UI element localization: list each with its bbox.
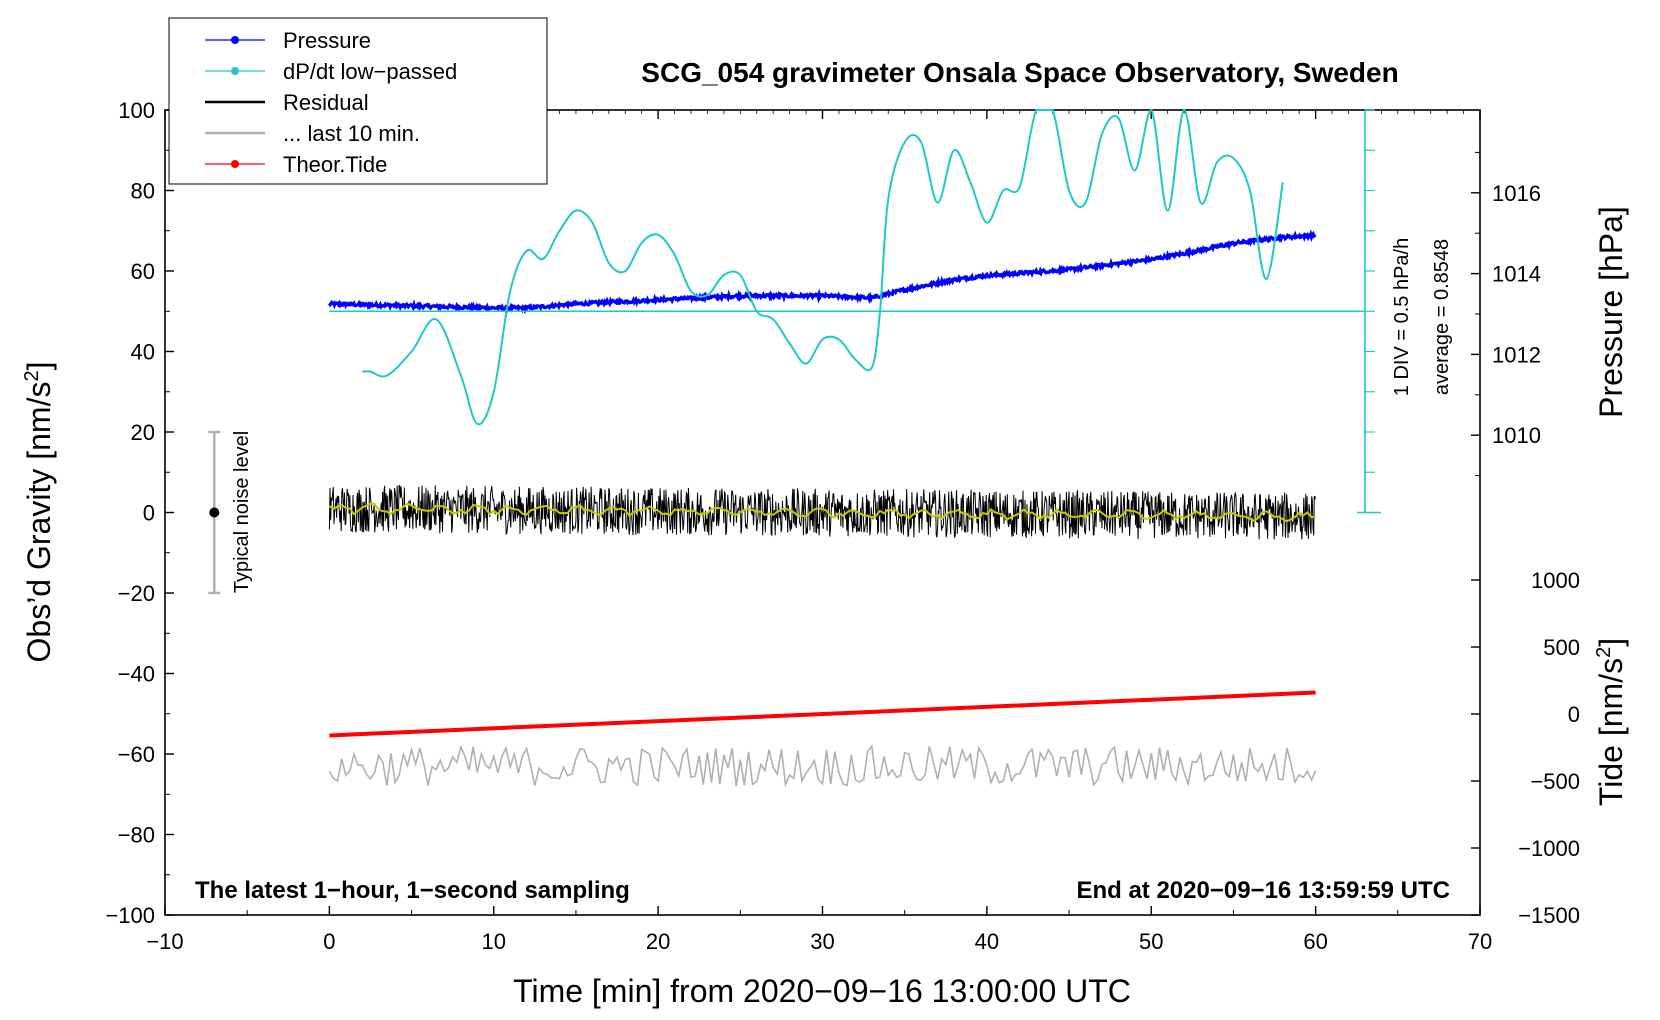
x-axis-ticks: −10 0 10 20 30 40 50 60 70: [146, 110, 1492, 954]
legend-label: Theor.Tide: [283, 152, 387, 177]
tide-axis-ticks: −1500 −1000 −500 0 500 1000: [1471, 568, 1580, 928]
tide-axis-label-main: Tide [nm/s: [1593, 658, 1629, 806]
pressure-axis-ticks: 1010 1012 1014 1016: [1471, 151, 1541, 477]
legend-swatch-dot: [231, 36, 239, 44]
dpdt-average-label: average = 0.8548: [1431, 239, 1453, 395]
y-tick-label: 40: [131, 340, 155, 365]
gravity-axis-label: Obs’d Gravity [nm/s2]: [21, 362, 57, 663]
y-tick-label: −40: [118, 662, 155, 687]
pressure-tick-label: 1010: [1492, 423, 1541, 448]
y-tick-label: −80: [118, 823, 155, 848]
y-tick-label: −100: [105, 903, 155, 928]
series-theor-tide: [329, 690, 1316, 738]
y-tick-label: 0: [143, 501, 155, 526]
tide-tick-label: −1000: [1518, 836, 1580, 861]
series-layer: [328, 108, 1365, 788]
gravity-axis-label-sup: 2: [21, 370, 43, 381]
tide-axis-label-sup: 2: [1593, 647, 1615, 658]
x-tick-label: 70: [1468, 929, 1492, 954]
x-tick-label: 50: [1139, 929, 1163, 954]
gravity-axis-label-main: Obs’d Gravity [nm/s: [21, 382, 57, 663]
x-axis-label: Time [min] from 2020−09−16 13:00:00 UTC: [513, 973, 1131, 1009]
y-tick-label: −60: [118, 742, 155, 767]
x-tick-label: 60: [1303, 929, 1327, 954]
pressure-tick-label: 1016: [1492, 181, 1541, 206]
noise-level-label: Typical noise level: [231, 431, 253, 593]
series-residual: [328, 484, 1317, 540]
series-last-10-min: [328, 744, 1317, 788]
footer-right: End at 2020−09−16 13:59:59 UTC: [1076, 877, 1450, 904]
tide-tick-label: 0: [1568, 702, 1580, 727]
pressure-tick-label: 1012: [1492, 342, 1541, 367]
chart-title: SCG_054 gravimeter Onsala Space Observat…: [641, 57, 1398, 88]
noise-level-bar: [208, 430, 221, 595]
legend-swatch-dot: [231, 67, 239, 75]
tide-tick-label: 1000: [1531, 568, 1580, 593]
tide-tick-label: −1500: [1518, 903, 1580, 928]
noise-bar-dot: [209, 507, 220, 518]
tide-tick-label: −500: [1530, 769, 1580, 794]
legend-label: Residual: [283, 90, 369, 115]
x-tick-label: 0: [323, 929, 335, 954]
gravity-axis-label-end: ]: [21, 362, 57, 371]
tide-axis-label-end: ]: [1593, 638, 1629, 647]
x-tick-label: −10: [146, 929, 183, 954]
tide-axis-label: Tide [nm/s2]: [1593, 638, 1629, 806]
legend-label: ... last 10 min.: [283, 121, 420, 146]
x-tick-label: 10: [482, 929, 506, 954]
y-tick-label: 100: [118, 98, 155, 123]
legend: Pressure dP/dt low−passed Residual ... last…: [168, 17, 548, 185]
legend-items: Pressure dP/dt low−passed Residual ... last…: [205, 28, 457, 177]
pressure-tick-label: 1014: [1492, 262, 1541, 287]
series-dpdt: [362, 108, 1284, 426]
dpdt-div-label: 1 DIV = 0.5 hPa/h: [1391, 238, 1413, 396]
gravity-axis-ticks: −100 −80 −60 −40 −20 0 20 40 60 80 100: [105, 98, 174, 928]
y-tick-label: 60: [131, 259, 155, 284]
x-tick-label: 20: [646, 929, 670, 954]
y-tick-label: −20: [118, 581, 155, 606]
x-tick-label: 40: [975, 929, 999, 954]
series-residual-smoothed: [328, 502, 1316, 523]
legend-label: Pressure: [283, 28, 371, 53]
footer-left: The latest 1−hour, 1−second sampling: [195, 877, 630, 904]
tide-tick-label: 500: [1543, 635, 1580, 660]
legend-swatch-dot: [231, 160, 239, 168]
x-tick-label: 30: [810, 929, 834, 954]
series-pressure: [328, 229, 1317, 315]
legend-label: dP/dt low−passed: [283, 59, 457, 84]
pressure-axis-label: Pressure [hPa]: [1593, 206, 1629, 418]
y-tick-label: 80: [131, 179, 155, 204]
y-tick-label: 20: [131, 420, 155, 445]
